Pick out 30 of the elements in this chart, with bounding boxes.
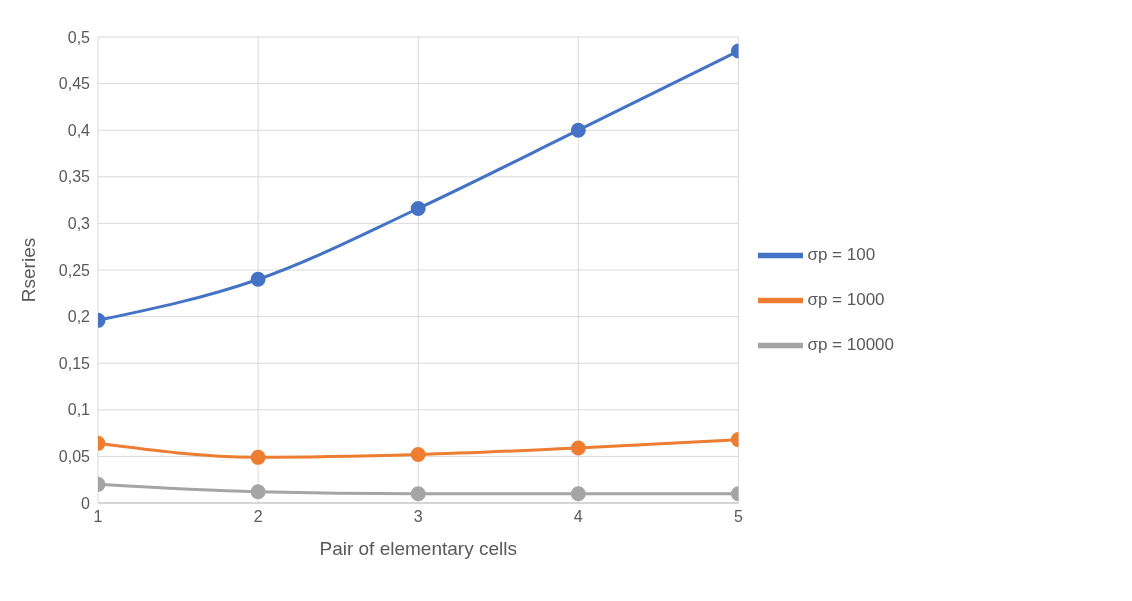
legend-label: σp = 100 (807, 244, 876, 264)
point (250, 271, 266, 287)
y-tick-label: 0,35 (58, 168, 91, 186)
x-tick-label: 2 (253, 508, 263, 526)
point (410, 200, 426, 216)
legend-label: σp = 10000 (807, 334, 894, 354)
x-tick-label: 4 (573, 508, 583, 526)
legend-label: σp = 1000 (807, 289, 885, 309)
x-tick-label: 1 (93, 508, 103, 526)
y-tick-label: 0,5 (67, 28, 91, 46)
x-tick-label: 5 (733, 508, 743, 526)
y-tick-label: 0,3 (67, 215, 91, 233)
y-tick-label: 0 (81, 494, 91, 512)
y-axis-title: Rseries (17, 237, 39, 303)
y-tick-label: 0,2 (67, 308, 91, 326)
y-tick-label: 0,05 (58, 448, 91, 466)
x-tick-label: 3 (413, 508, 423, 526)
point (570, 440, 586, 456)
y-tick-label: 0,1 (67, 401, 91, 419)
y-tick-label: 0,25 (58, 261, 91, 279)
point (410, 447, 426, 463)
y-tick-label: 0,4 (67, 121, 91, 139)
y-tick-label: 0,15 (58, 354, 91, 372)
point (570, 122, 586, 138)
point (250, 484, 266, 500)
point (250, 449, 266, 465)
x-axis-title: Pair of elementary cells (319, 538, 517, 559)
point (570, 486, 586, 502)
point (410, 486, 426, 502)
y-tick-label: 0,45 (58, 75, 91, 93)
